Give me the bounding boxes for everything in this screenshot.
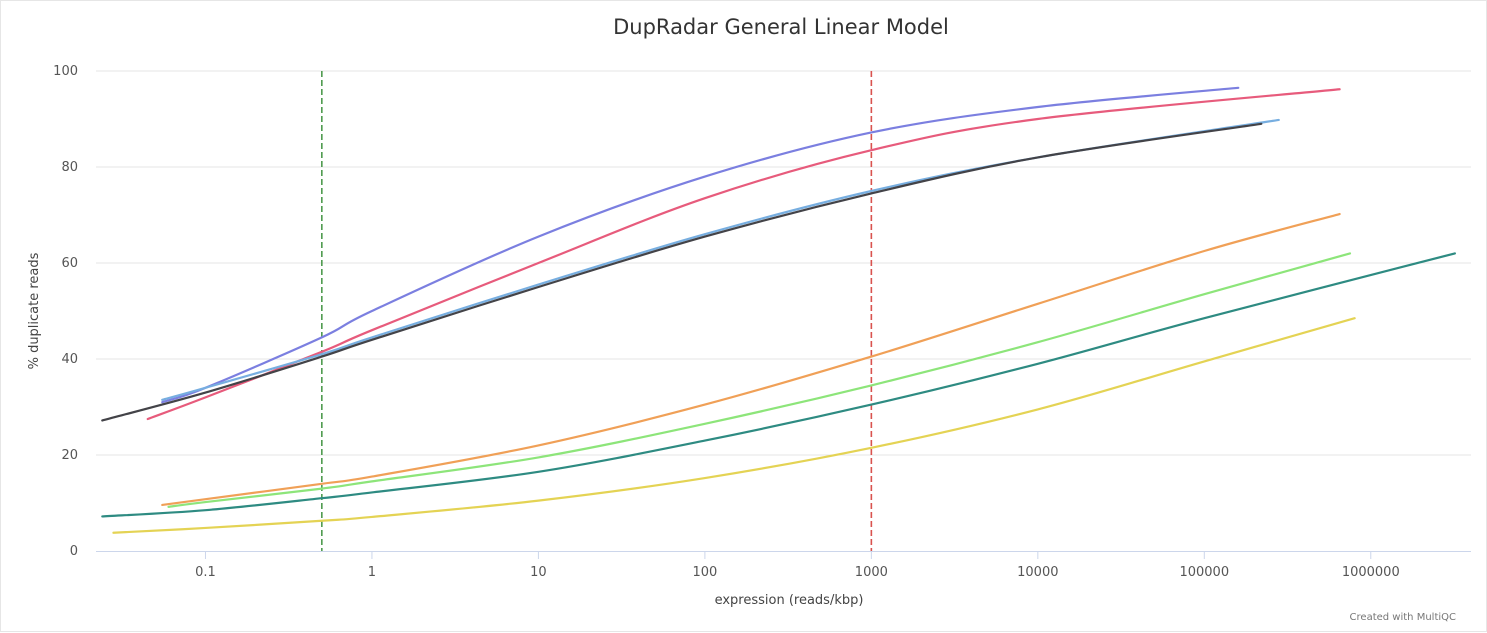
- series-line-4[interactable]: [101, 122, 1263, 422]
- y-tick-label: 40: [61, 352, 78, 367]
- x-tick-label: 10: [530, 565, 547, 580]
- chart-title: DupRadar General Linear Model: [613, 15, 949, 39]
- grid-layer: [96, 70, 1471, 456]
- y-tick-label: 0: [70, 544, 78, 559]
- axis-layer: 0 20 40 60 80 100 0.1 1 10 100 1000 10000 100000 1000…: [53, 64, 1471, 580]
- multiqc-credit[interactable]: Created with MultiQC: [1349, 612, 1456, 623]
- x-tick-label: 1: [368, 565, 376, 580]
- x-axis-title: expression (reads/kbp): [715, 593, 864, 608]
- series-line-8[interactable]: [112, 317, 1356, 534]
- series-layer: [101, 86, 1456, 534]
- x-tick-label: 1000000: [1342, 565, 1400, 580]
- x-tick-label: 1000: [855, 565, 888, 580]
- reference-lines: [321, 71, 873, 551]
- y-tick-label: 100: [53, 64, 78, 79]
- y-tick-label: 60: [61, 256, 78, 271]
- series-line-3[interactable]: [161, 118, 1280, 401]
- series-line-6[interactable]: [167, 252, 1352, 508]
- y-tick-label: 20: [61, 448, 78, 463]
- series-line-5[interactable]: [161, 212, 1341, 507]
- x-tick-label: 10000: [1017, 565, 1058, 580]
- y-tick-label: 80: [61, 160, 78, 175]
- series-line-1[interactable]: [161, 86, 1240, 404]
- x-tick-label: 0.1: [195, 565, 216, 580]
- x-tick-label: 100000: [1179, 565, 1229, 580]
- series-line-7[interactable]: [101, 252, 1456, 518]
- y-axis-title: % duplicate reads: [27, 252, 42, 369]
- x-tick-label: 100: [692, 565, 717, 580]
